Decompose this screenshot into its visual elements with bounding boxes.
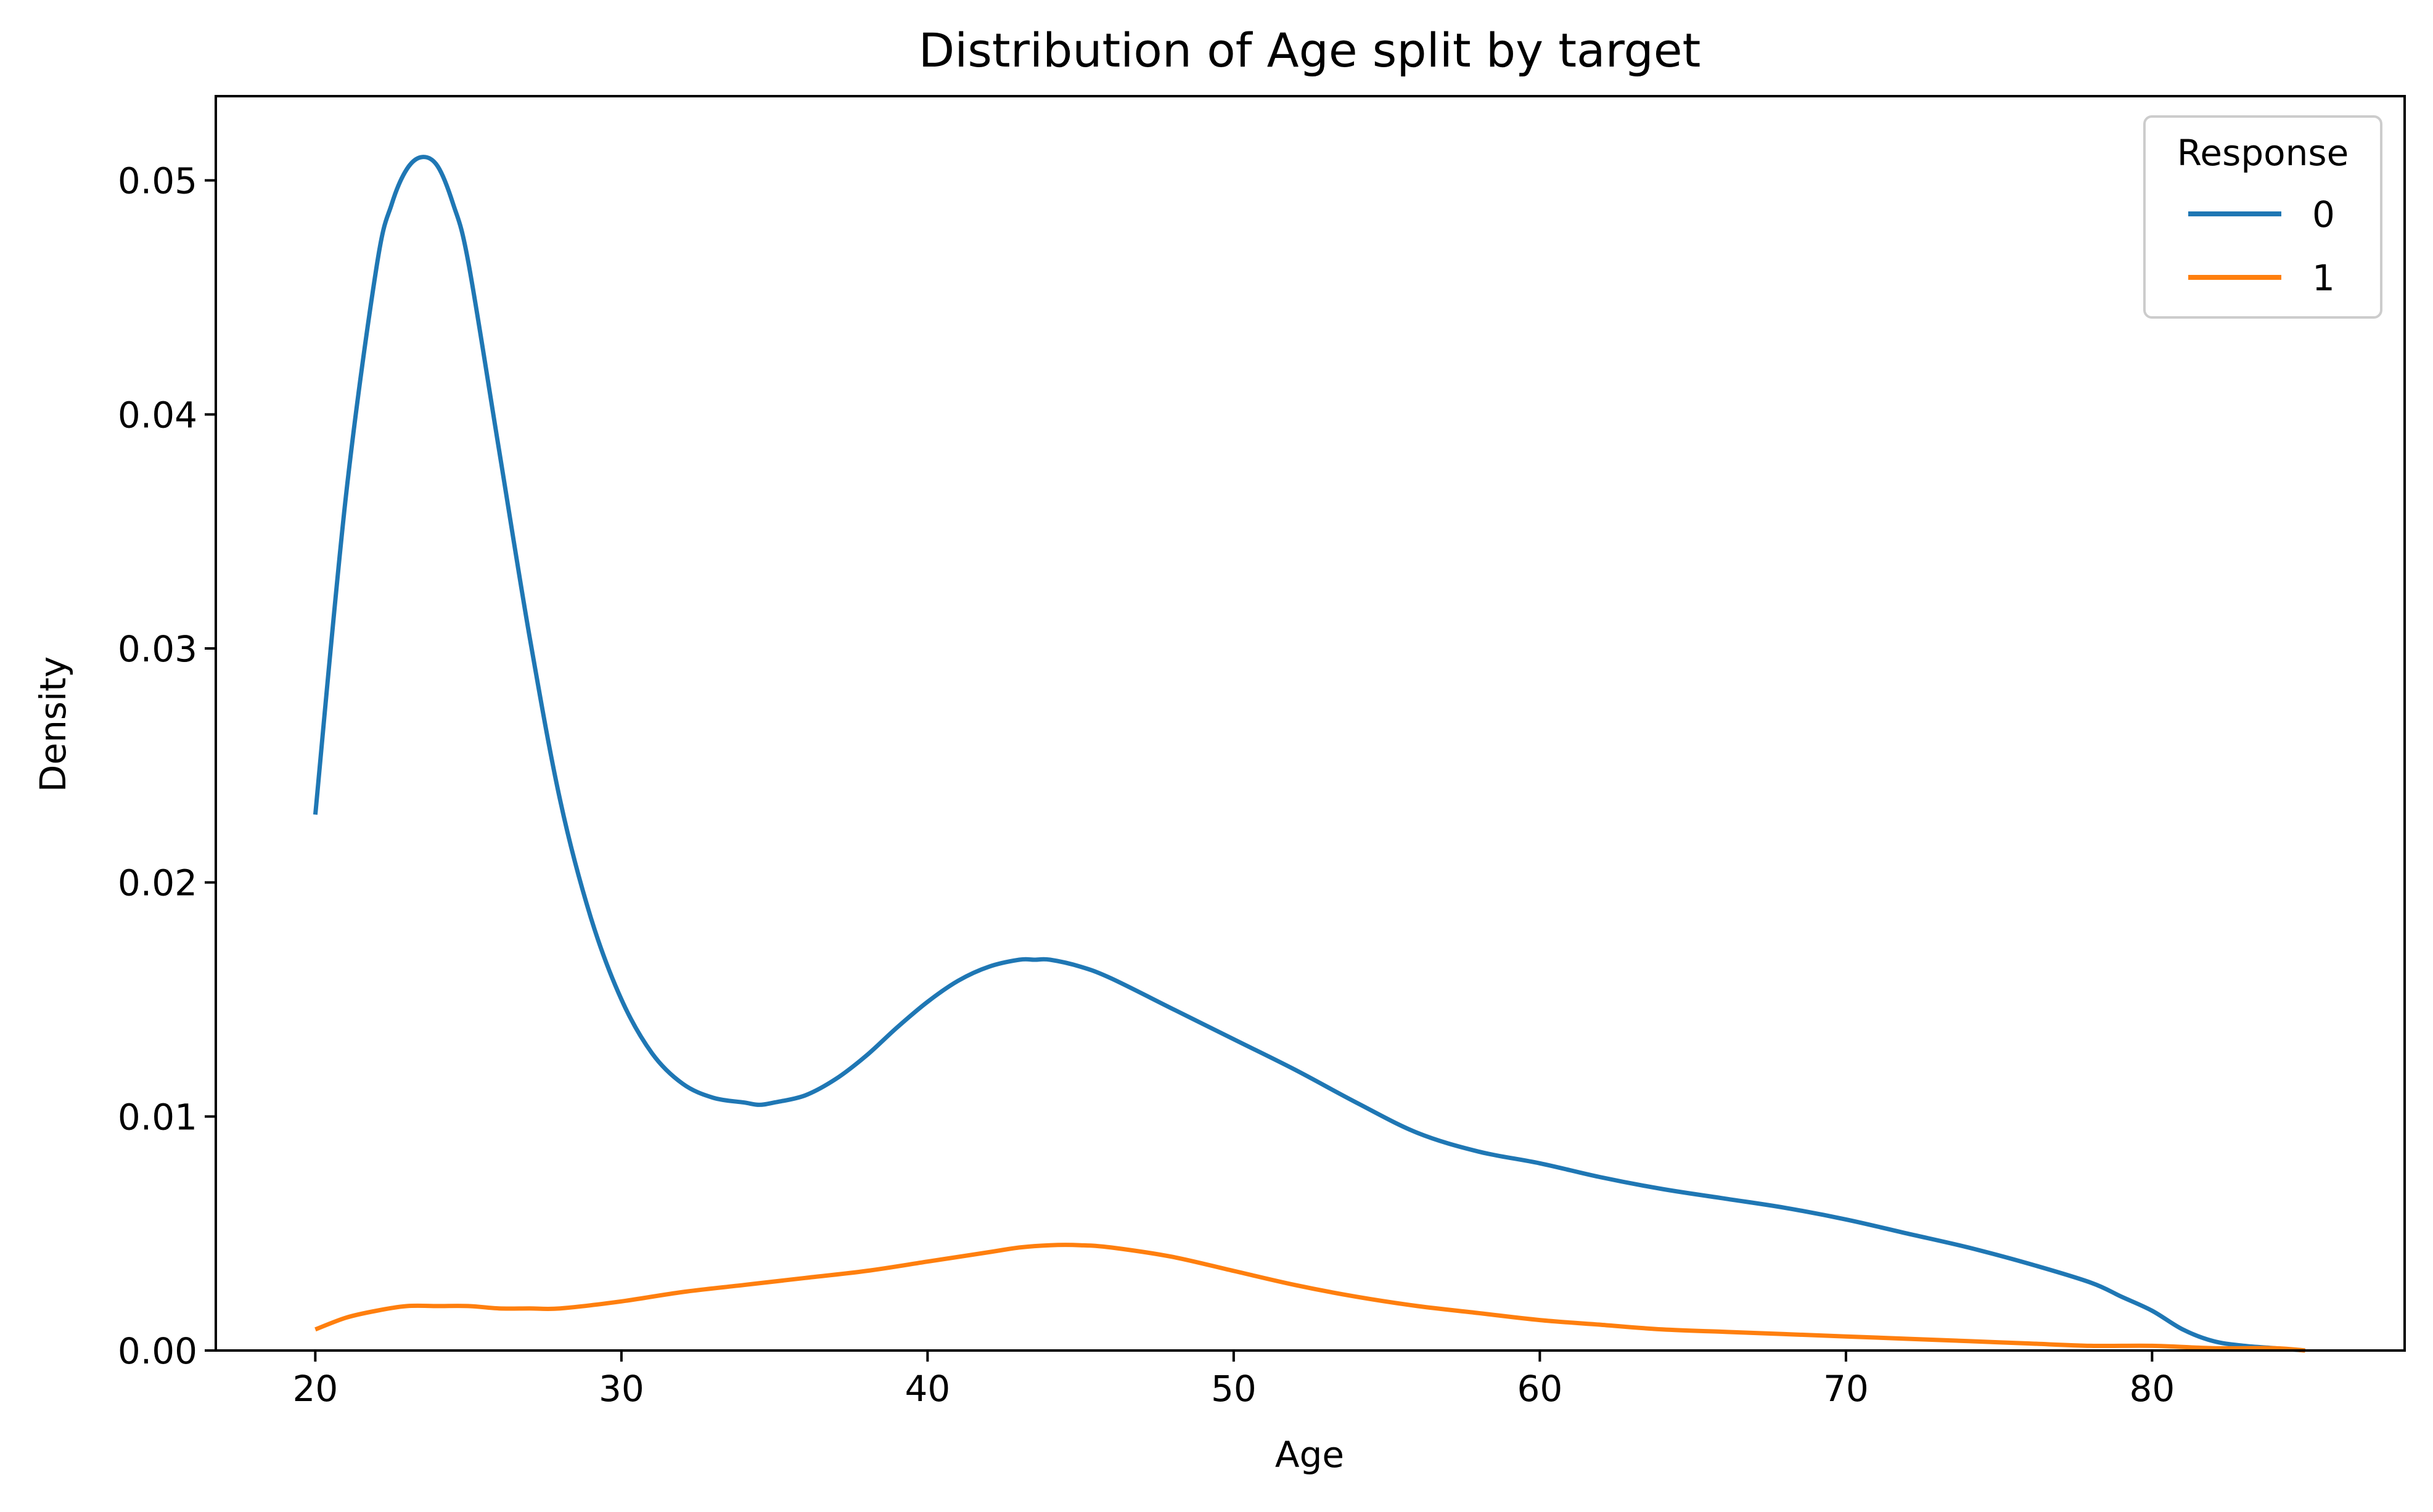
chart-title: Distribution of Age split by target (919, 23, 1701, 78)
x-tick-label-80: 80 (2129, 1368, 2175, 1410)
y-tick-label-0.04: 0.04 (118, 394, 197, 436)
y-tick-label-0.00: 0.00 (118, 1330, 197, 1372)
x-tick-label-50: 50 (1211, 1368, 1257, 1410)
x-tick-label-20: 20 (292, 1368, 338, 1410)
x-tick-label-30: 30 (599, 1368, 644, 1410)
y-tick-label-0.03: 0.03 (118, 628, 197, 670)
x-axis: 20 30 40 50 60 70 80 (292, 1351, 2175, 1410)
y-tick-label-0.02: 0.02 (118, 862, 197, 904)
x-tick-label-70: 70 (1823, 1368, 1869, 1410)
series-line-response-0 (313, 155, 2305, 1353)
x-axis-label: Age (1275, 1434, 1344, 1476)
y-tick-label-0.01: 0.01 (118, 1096, 197, 1138)
y-tick-label-0.05: 0.05 (118, 160, 197, 202)
series-line-response-1 (314, 1243, 2305, 1353)
legend: Response 0 1 (2143, 115, 2382, 319)
series-layer (313, 155, 2305, 1353)
x-tick-label-40: 40 (905, 1368, 950, 1410)
plot-frame (215, 95, 2406, 1352)
legend-title: Response (2177, 132, 2349, 174)
y-axis-label: Density (32, 656, 74, 793)
legend-label-response-1: 1 (2312, 257, 2335, 299)
plot-area (215, 95, 2406, 1353)
legend-label-response-0: 0 (2312, 194, 2335, 235)
legend-frame (2143, 115, 2382, 319)
x-tick-label-60: 60 (1517, 1368, 1562, 1410)
y-axis: 0.00 0.01 0.02 0.03 0.04 0.05 (118, 160, 216, 1372)
